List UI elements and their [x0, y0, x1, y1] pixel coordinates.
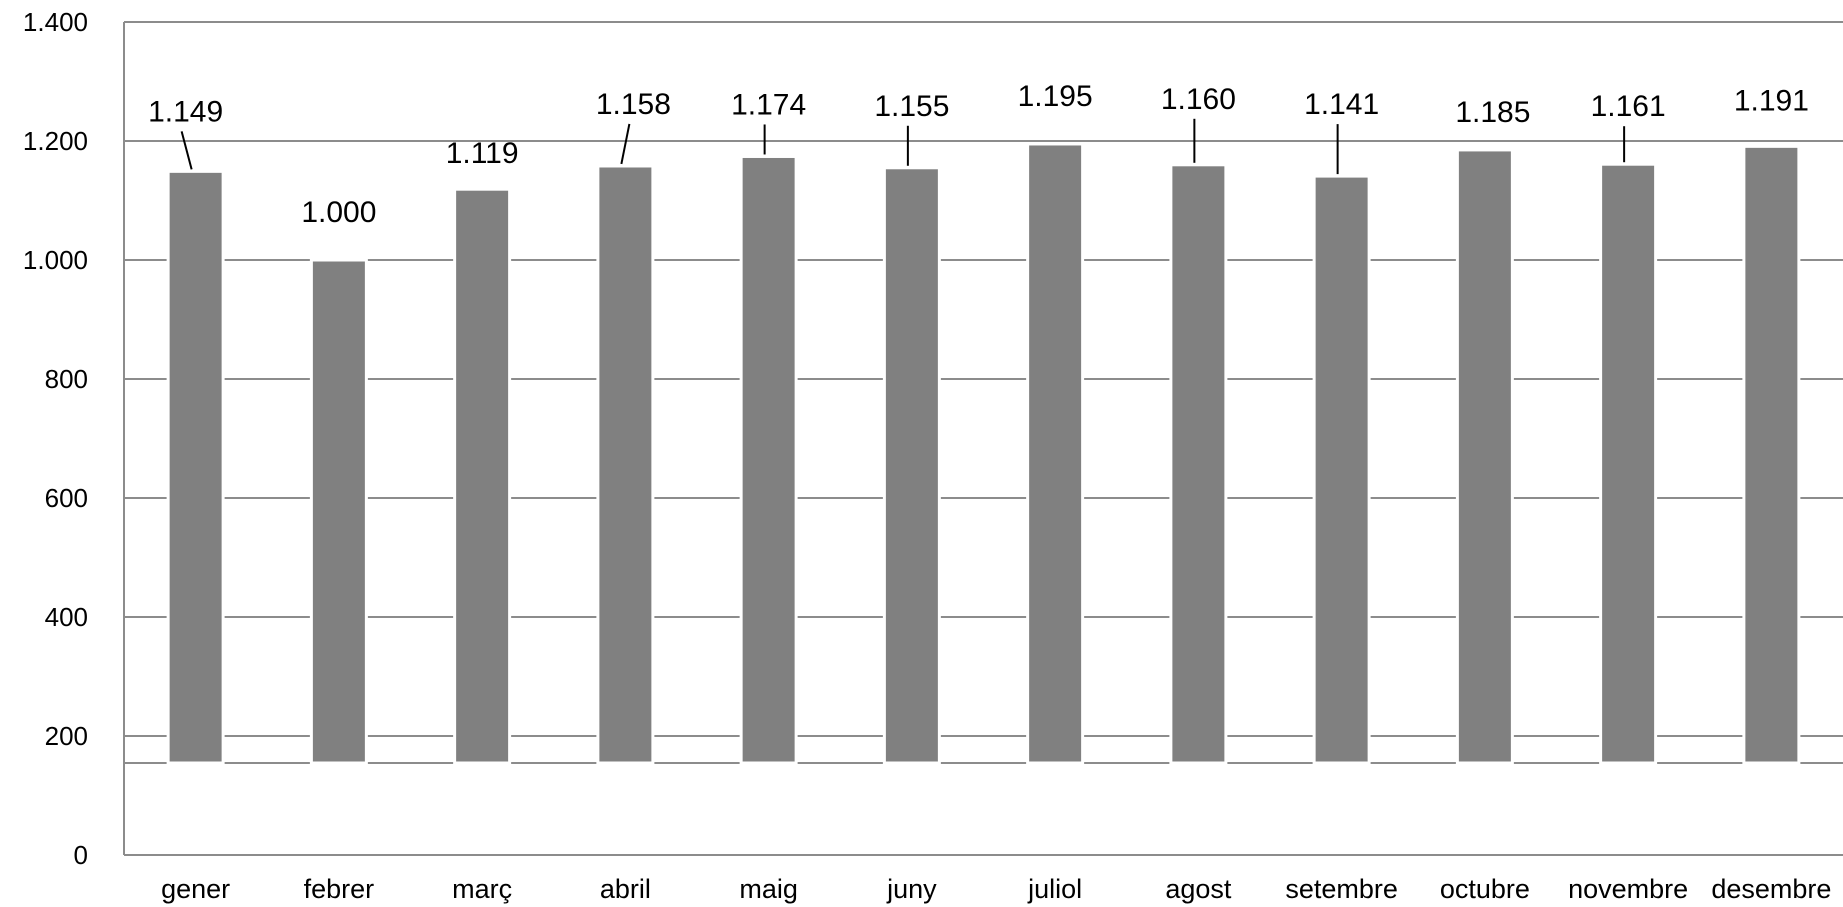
- bar: [1742, 144, 1801, 765]
- bar: [596, 164, 655, 765]
- data-label: 1.185: [1455, 96, 1530, 129]
- y-tick-label: 800: [45, 364, 88, 394]
- y-tick-label: 400: [45, 602, 88, 632]
- data-label: 1.191: [1734, 84, 1809, 117]
- gridlines: [124, 21, 1843, 764]
- bar: [1455, 148, 1514, 765]
- data-label: 1.149: [148, 95, 223, 128]
- bar: [1026, 142, 1085, 765]
- bar: [309, 258, 368, 765]
- x-category-label: abril: [600, 874, 651, 904]
- data-label: 1.000: [301, 196, 376, 229]
- x-category-label: febrer: [304, 874, 375, 904]
- y-tick-label: 1.200: [23, 126, 88, 156]
- data-label: 1.195: [1018, 80, 1093, 113]
- x-category-label: maig: [739, 874, 798, 904]
- y-tick-label: 200: [45, 721, 88, 751]
- x-category-label: desembre: [1711, 874, 1831, 904]
- x-axis-categories: gener febrer març abril maig juny juliol agost s…: [161, 874, 1831, 904]
- data-labels: 1.149 1.000 1.119 1.158 1.174 1.155 1.195 1.160…: [148, 80, 1809, 229]
- x-category-label: juny: [886, 874, 937, 904]
- y-tick-label: 1.000: [23, 245, 88, 275]
- x-category-label: gener: [161, 874, 230, 904]
- y-tick-label: 0: [74, 840, 88, 870]
- data-label: 1.174: [731, 88, 806, 121]
- bar: [739, 154, 798, 765]
- x-category-label: novembre: [1568, 874, 1688, 904]
- y-axis-ticks: 0 200 400 600 800 1.000 1.200 1.400: [23, 7, 88, 870]
- data-label: 1.161: [1591, 90, 1666, 123]
- data-label: 1.155: [874, 90, 949, 123]
- data-label: 1.119: [446, 137, 519, 170]
- x-category-label: setembre: [1285, 874, 1398, 904]
- x-category-label: juliol: [1027, 874, 1082, 904]
- data-label: 1.160: [1161, 83, 1236, 116]
- bars: [166, 142, 1801, 765]
- bar: [882, 166, 941, 765]
- x-category-label: març: [452, 874, 512, 904]
- leader-line: [620, 123, 631, 165]
- x-category-label: octubre: [1440, 874, 1530, 904]
- leader-line: [180, 131, 193, 170]
- y-tick-label: 600: [45, 483, 88, 513]
- bar: [1169, 163, 1228, 765]
- data-label: 1.158: [596, 88, 671, 121]
- bar: [166, 169, 225, 765]
- y-tick-label: 1.400: [23, 7, 88, 37]
- x-category-label: agost: [1165, 874, 1232, 904]
- data-label: 1.141: [1304, 88, 1379, 121]
- bar: [453, 187, 512, 765]
- bar: [1312, 174, 1371, 765]
- axes: [123, 22, 1843, 856]
- bar: [1599, 162, 1658, 765]
